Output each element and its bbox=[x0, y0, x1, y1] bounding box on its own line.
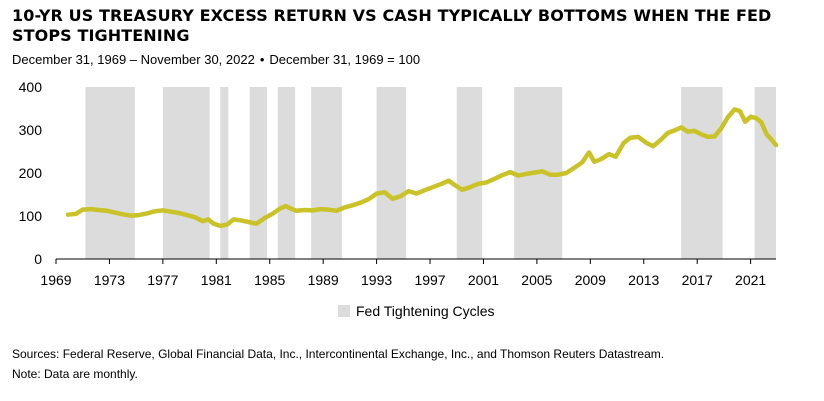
x-tick-label-2021: 2021 bbox=[735, 272, 766, 288]
x-tick-label-1997: 1997 bbox=[414, 272, 445, 288]
tightening-band-7 bbox=[456, 87, 483, 259]
tightening-band-2 bbox=[220, 87, 229, 259]
y-tick-label-100: 100 bbox=[19, 208, 43, 224]
legend-label: Fed Tightening Cycles bbox=[356, 303, 495, 319]
y-axis-ticks: 0 100 200 300 400 bbox=[19, 79, 43, 267]
x-tick-label-1985: 1985 bbox=[254, 272, 285, 288]
series-line-0 bbox=[65, 107, 779, 229]
tightening-band-5 bbox=[311, 87, 342, 259]
data-note: Note: Data are monthly. bbox=[12, 367, 138, 381]
y-tick-label-400: 400 bbox=[19, 79, 43, 95]
subtitle-separator: • bbox=[259, 52, 265, 67]
subtitle-date-range: December 31, 1969 – November 30, 2022 bbox=[12, 52, 255, 67]
tightening-bands bbox=[85, 87, 776, 259]
x-tick-label-2005: 2005 bbox=[521, 272, 552, 288]
tightening-band-10 bbox=[754, 87, 776, 259]
chart-legend: Fed Tightening Cycles bbox=[338, 303, 495, 319]
y-tick-label-200: 200 bbox=[19, 165, 43, 181]
x-tick-label-1981: 1981 bbox=[201, 272, 232, 288]
tightening-band-1 bbox=[162, 87, 210, 259]
x-tick-label-2017: 2017 bbox=[682, 272, 713, 288]
x-tick-label-1977: 1977 bbox=[147, 272, 178, 288]
x-tick-label-2001: 2001 bbox=[468, 272, 499, 288]
sources-note: Sources: Federal Reserve, Global Financi… bbox=[12, 347, 665, 361]
chart-subtitle: December 31, 1969 – November 30, 2022 • De… bbox=[12, 52, 420, 67]
chart-title: 10-YR US TREASURY EXCESS RETURN VS CASH … bbox=[12, 6, 772, 45]
subtitle-base-value: December 31, 1969 = 100 bbox=[269, 52, 421, 67]
y-tick-label-0: 0 bbox=[34, 251, 42, 267]
y-tick-label-300: 300 bbox=[19, 122, 43, 138]
x-tick-label-1969: 1969 bbox=[40, 272, 71, 288]
x-tick-label-1973: 1973 bbox=[94, 272, 125, 288]
legend-swatch bbox=[338, 305, 350, 317]
tightening-band-6 bbox=[376, 87, 406, 259]
x-axis-ticks: 1969 1973 1977 1981 1985 1989 1993 1997 2001 2005… bbox=[40, 259, 766, 288]
tightening-band-3 bbox=[249, 87, 268, 259]
x-tick-label-1993: 1993 bbox=[361, 272, 392, 288]
x-tick-label-2009: 2009 bbox=[575, 272, 606, 288]
tightening-band-4 bbox=[277, 87, 296, 259]
series-layer bbox=[65, 107, 779, 229]
tightening-band-0 bbox=[85, 87, 135, 259]
tightening-band-9 bbox=[681, 87, 723, 259]
x-tick-label-2013: 2013 bbox=[628, 272, 659, 288]
x-tick-label-1989: 1989 bbox=[308, 272, 339, 288]
